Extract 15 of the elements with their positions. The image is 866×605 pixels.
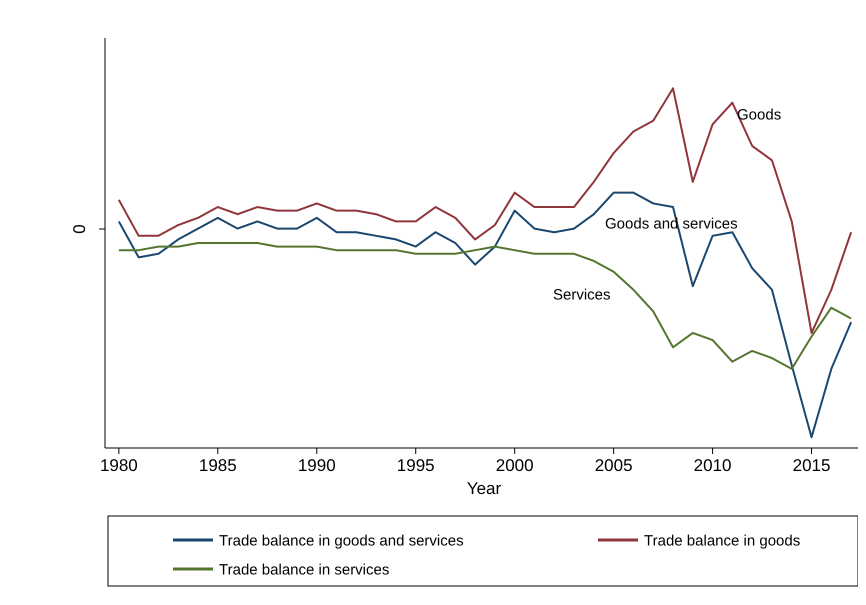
x-tick-label: 1980	[100, 456, 138, 475]
legend-label: Trade balance in goods	[644, 532, 800, 550]
text: 0	[70, 224, 89, 234]
x-tick-label: 1995	[396, 456, 435, 475]
annotation: Services	[553, 286, 611, 304]
x-tick-label: 1990	[298, 456, 336, 475]
x-tick-label: 2010	[694, 456, 732, 475]
legend-label: Trade balance in services	[219, 561, 390, 578]
annotation: Goods	[737, 106, 782, 124]
x-tick-label: 1985	[198, 456, 237, 475]
legend-label: Trade balance in goods and services	[219, 532, 464, 550]
x-axis-title: Year	[466, 479, 502, 498]
x-tick-label: 2000	[496, 456, 534, 475]
x-tick-label: 2005	[594, 456, 633, 475]
x-tick-label: 2015	[792, 456, 830, 475]
